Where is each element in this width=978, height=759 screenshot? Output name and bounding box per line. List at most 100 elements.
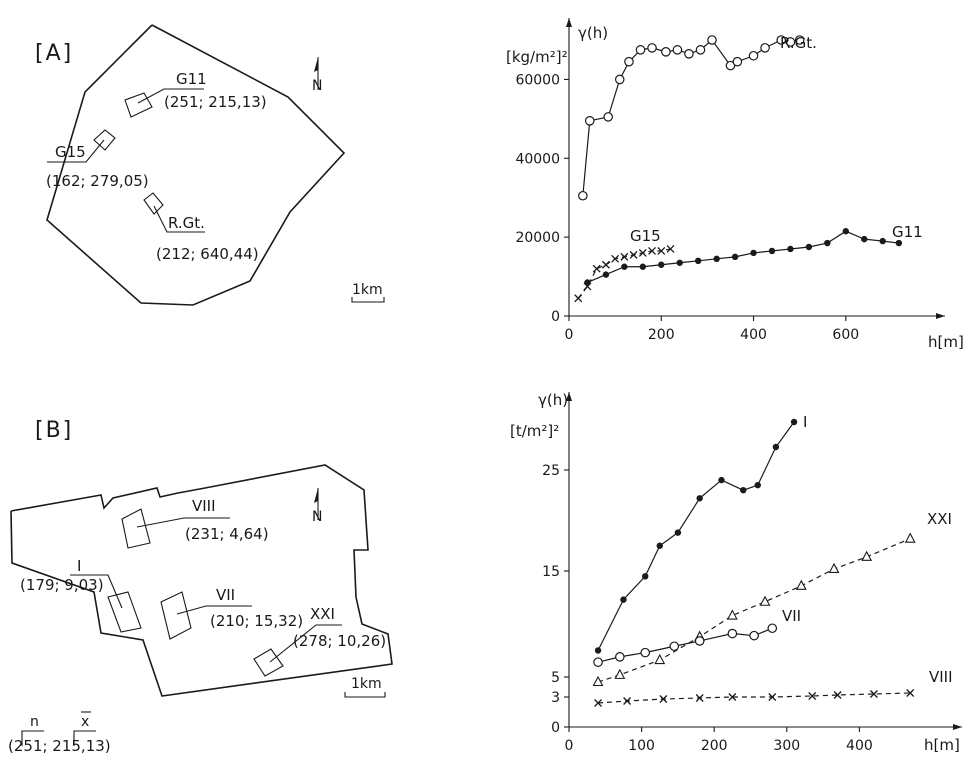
data-point xyxy=(674,529,682,536)
area-xxi xyxy=(253,648,284,677)
y-axis-arrow xyxy=(566,18,572,27)
data-point xyxy=(611,254,620,263)
scale-bar-b: 1km xyxy=(344,676,386,698)
data-point xyxy=(768,247,776,255)
data-point xyxy=(750,249,757,257)
series-r-gt-: R.Gt. xyxy=(578,34,817,201)
data-point xyxy=(669,641,680,652)
label-i-stats: (179; 9,03) xyxy=(20,576,104,594)
data-point xyxy=(672,45,683,55)
data-point xyxy=(767,623,778,634)
series-label: I xyxy=(803,413,807,431)
data-point xyxy=(695,45,706,55)
data-point xyxy=(776,35,787,45)
data-point xyxy=(842,228,849,235)
label-i-name: I xyxy=(77,557,81,575)
data-point xyxy=(759,595,771,606)
data-point xyxy=(795,579,807,590)
data-point xyxy=(768,693,777,701)
data-point xyxy=(772,443,780,451)
series-line xyxy=(597,421,795,651)
legend-x-symbol: x xyxy=(81,714,89,730)
data-point xyxy=(629,250,638,259)
series-g11: G11 xyxy=(584,223,923,286)
data-point xyxy=(601,260,610,269)
data-point xyxy=(594,699,602,707)
data-point xyxy=(861,550,873,561)
scale-label-a: 1km xyxy=(352,282,383,298)
area-vii xyxy=(160,591,192,640)
data-point xyxy=(676,259,683,266)
map-a: [A] N G11 (251; 215,13) G15 (162; 279,05… xyxy=(35,24,385,306)
x-tick-label: 200 xyxy=(701,738,728,754)
data-point xyxy=(694,257,702,264)
leader-xxi xyxy=(269,624,342,663)
scale-bar-a: 1km xyxy=(351,282,385,303)
area-g11 xyxy=(124,92,153,118)
data-point xyxy=(638,248,647,257)
label-viii-stats: (231; 4,64) xyxy=(185,525,269,543)
data-point xyxy=(592,675,604,687)
data-point xyxy=(808,692,817,700)
x-tick-label: 600 xyxy=(832,327,859,343)
map-b-boundary xyxy=(10,464,393,697)
label-g11-stats: (251; 215,13) xyxy=(164,93,267,111)
data-point xyxy=(728,693,737,701)
data-point xyxy=(790,418,798,426)
data-point xyxy=(904,532,916,543)
area-g15 xyxy=(93,129,116,151)
data-point xyxy=(861,235,868,243)
data-point xyxy=(748,50,759,61)
data-point xyxy=(615,652,625,662)
data-point xyxy=(635,45,646,55)
series-line xyxy=(597,538,911,683)
chart-a-xlabel: h[m] xyxy=(928,333,964,351)
data-point xyxy=(787,245,794,253)
y-tick-label: 5 xyxy=(551,670,560,686)
data-point xyxy=(661,47,671,57)
data-point xyxy=(654,653,666,665)
series-label: XXI xyxy=(927,510,952,528)
map-a-label: [A] xyxy=(35,41,73,66)
series-label: G11 xyxy=(892,223,923,241)
data-point xyxy=(642,573,649,580)
data-point xyxy=(623,697,632,705)
north-arrow-a: N xyxy=(312,57,322,94)
chart-b: γ(h) [t/m²]² h[m] 0 100 200 300 400 0 3 5 15 25 I X… xyxy=(510,391,962,754)
north-label-b: N xyxy=(312,509,322,525)
data-point xyxy=(584,116,595,126)
data-point xyxy=(594,647,602,654)
data-point xyxy=(805,243,813,251)
series-i: I xyxy=(594,413,807,654)
x-tick-label: 400 xyxy=(740,327,767,343)
label-viii-name: VIII xyxy=(192,497,216,515)
y-tick-label: 3 xyxy=(551,690,560,706)
leader-vii xyxy=(176,605,252,615)
series-line xyxy=(582,39,800,196)
data-point xyxy=(879,237,886,245)
chart-a-yunit: [kg/m²]² xyxy=(506,48,568,66)
data-point xyxy=(760,43,770,53)
data-point xyxy=(726,609,738,620)
north-arrow-b: N xyxy=(312,488,322,525)
data-point xyxy=(824,239,831,247)
north-label-a: N xyxy=(312,78,322,94)
x-tick-label: 300 xyxy=(773,738,800,754)
leader-i xyxy=(70,574,123,609)
data-point xyxy=(785,37,796,47)
chart-b-xlabel: h[m] xyxy=(924,736,960,754)
x-axis-arrow xyxy=(953,724,962,730)
x-tick-label: 0 xyxy=(565,327,574,343)
data-point xyxy=(658,261,665,268)
data-point xyxy=(694,636,705,646)
label-vii-name: VII xyxy=(216,586,235,604)
series-label: VII xyxy=(782,607,801,625)
label-vii-stats: (210; 15,32) xyxy=(210,612,303,630)
leader-g15 xyxy=(47,139,105,163)
legend-example: (251; 215,13) xyxy=(8,737,111,755)
y-axis-arrow xyxy=(566,392,572,401)
data-point xyxy=(731,253,739,261)
legend-key: n x (251; 215,13) xyxy=(8,711,111,755)
